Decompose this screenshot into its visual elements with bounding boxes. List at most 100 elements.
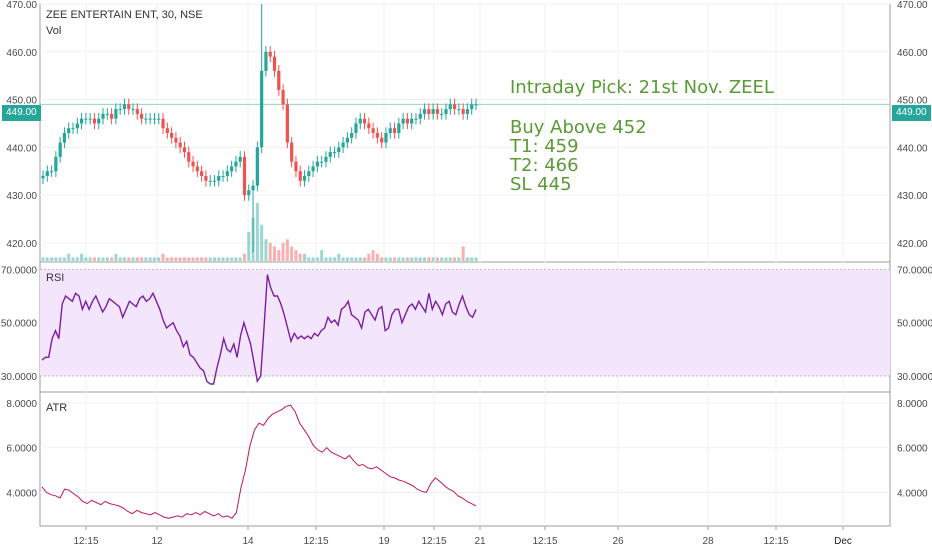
- candle-body: [255, 147, 259, 186]
- price-tick-label-left: 450.00: [6, 96, 37, 107]
- annotation-headline: Intraday Pick: 21st Nov. ZEEL: [510, 77, 774, 98]
- candle-body: [405, 118, 410, 124]
- candle-body: [320, 161, 324, 163]
- candle-body: [71, 128, 75, 130]
- atr-tick-label-left: 6.0000: [6, 444, 37, 455]
- rsi-tick-label-right: 30.0000: [897, 372, 932, 383]
- volume-bar: [144, 257, 148, 261]
- price-tick-label-left: 470.00: [6, 0, 37, 11]
- candle-body: [178, 142, 182, 148]
- atr-series-line: [41, 404, 477, 519]
- candle-body: [397, 123, 401, 133]
- candle-body: [367, 123, 371, 129]
- volume-bar: [118, 257, 122, 261]
- candle-body: [135, 109, 139, 114]
- volume-bar: [234, 257, 238, 261]
- volume-bar: [341, 257, 345, 261]
- candle-body: [272, 56, 277, 71]
- volume-bar: [101, 257, 105, 261]
- volume-bar: [457, 257, 461, 261]
- volume-bar: [375, 253, 379, 261]
- rsi-tick-label-left: 70.0000: [1, 265, 38, 276]
- volume-bar: [354, 257, 358, 261]
- chart-title: ZEE ENTERTAIN ENT, 30, NSE: [46, 9, 203, 21]
- candle-body: [414, 118, 418, 120]
- volume-bar: [187, 257, 191, 261]
- candle-body: [264, 51, 268, 71]
- volume-bar: [363, 257, 367, 261]
- candle-body: [105, 113, 109, 115]
- x-tick-label: 21: [474, 536, 486, 547]
- volume-bar: [427, 257, 431, 261]
- atr-tick-label-right: 6.0000: [897, 444, 928, 455]
- volume-bar: [423, 257, 427, 261]
- candle-body: [350, 133, 354, 138]
- rsi-tick-label-right: 50.0000: [897, 319, 932, 330]
- candle-body: [144, 118, 148, 120]
- candle-body: [465, 109, 470, 114]
- x-tick-label: 12:15: [73, 536, 98, 547]
- candle-body: [58, 142, 62, 157]
- volume-bar: [371, 250, 375, 261]
- volume-bar: [54, 257, 58, 261]
- candle-body: [131, 109, 135, 111]
- volume-bar: [465, 257, 469, 261]
- candle-body: [157, 118, 161, 120]
- volume-bar: [135, 257, 139, 261]
- volume-bar: [217, 257, 221, 261]
- candle-body: [122, 104, 127, 110]
- candle-body: [45, 171, 49, 176]
- candle-body: [362, 118, 367, 124]
- volume-bar: [337, 253, 341, 261]
- candle-body: [418, 113, 422, 119]
- candle-body: [247, 190, 251, 196]
- candle-body: [328, 152, 332, 157]
- volume-bar: [221, 257, 225, 261]
- volume-bar: [230, 257, 234, 261]
- price-tick-label-right: 450.00: [897, 96, 928, 107]
- volume-bar: [122, 257, 126, 261]
- candle-body: [75, 123, 79, 129]
- candle-body: [470, 104, 474, 110]
- volume-bar: [255, 203, 259, 261]
- candle-body: [290, 142, 294, 162]
- candle-body: [341, 142, 345, 148]
- volume-bar: [67, 253, 71, 261]
- candle-body: [152, 118, 157, 120]
- price-tick-label-right: 420.00: [897, 239, 928, 250]
- candle-body: [410, 118, 414, 124]
- volume-bar: [268, 242, 272, 261]
- volume-bar: [311, 257, 315, 261]
- candle-body: [311, 166, 315, 172]
- price-tick-label-left: 440.00: [6, 143, 37, 154]
- rsi-band: [40, 269, 890, 376]
- volume-bar: [200, 257, 204, 261]
- volume-bar: [328, 257, 332, 261]
- candle-body: [435, 109, 440, 114]
- volume-bar: [444, 257, 448, 261]
- volume-bar: [58, 257, 62, 261]
- volume-bar: [157, 257, 161, 261]
- price-tick-label-left: 460.00: [6, 48, 37, 59]
- x-tick-label: 28: [702, 536, 714, 547]
- candle-body: [298, 171, 302, 181]
- candle-body: [268, 51, 272, 57]
- candle-body: [422, 109, 427, 114]
- volume-bar: [182, 257, 186, 261]
- candle-body: [375, 133, 379, 138]
- x-tick-label: 19: [378, 536, 390, 547]
- volume-bar: [448, 257, 452, 261]
- volume-bar: [131, 257, 135, 261]
- price-tick-label-left: 430.00: [6, 191, 37, 202]
- rsi-tick-label-left: 30.0000: [1, 372, 38, 383]
- x-tick-label: 14: [242, 536, 254, 547]
- candle-body: [225, 171, 229, 176]
- candle-body: [187, 152, 191, 162]
- candle-body: [221, 176, 225, 177]
- candle-body: [401, 118, 405, 124]
- candle-body: [242, 156, 247, 196]
- volume-bar: [97, 257, 101, 261]
- volume-bar: [242, 253, 246, 261]
- volume-bar: [307, 257, 311, 261]
- volume-bar: [62, 257, 66, 261]
